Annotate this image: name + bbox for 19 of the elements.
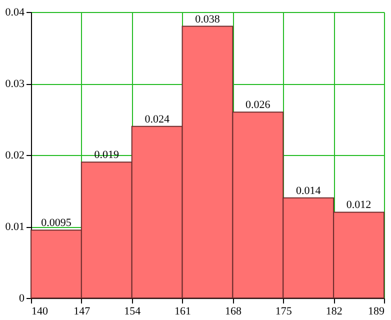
y-tick-label: 0.04: [5, 6, 25, 18]
data-label: 0.026: [246, 99, 271, 112]
x-tick-label: 175: [275, 306, 292, 318]
data-label: 0.014: [296, 184, 322, 197]
x-tick-label: 140: [32, 306, 48, 318]
data-label: 0.0095: [41, 217, 72, 230]
x-tick-label: 182: [326, 306, 342, 318]
x-tick-label: 154: [124, 306, 142, 318]
data-label: 0.012: [346, 199, 372, 212]
y-tick-label: 0.02: [5, 150, 24, 162]
x-tick-label: 161: [174, 306, 192, 318]
y-tick-label: 0.03: [5, 78, 25, 90]
data-label: 0.038: [195, 13, 220, 26]
x-tick-label: 189: [368, 306, 385, 318]
x-tick-label: 168: [224, 306, 242, 318]
x-tick-label: 147: [74, 306, 91, 318]
y-tick-label: 0.01: [5, 221, 24, 233]
y-tick-label: 0: [19, 292, 25, 304]
data-label: 0.024: [144, 113, 170, 126]
